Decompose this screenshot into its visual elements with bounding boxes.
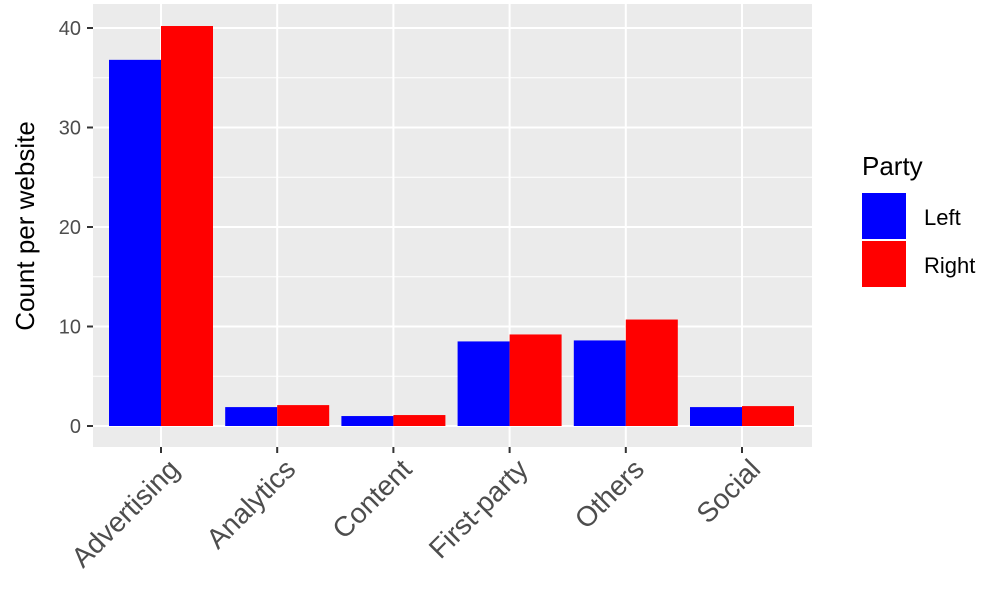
y-tick-label: 0 [70, 416, 81, 438]
bar-left-content [341, 416, 394, 426]
legend-key-right [862, 241, 906, 287]
x-tick-label: Content [326, 453, 417, 544]
y-axis: 0 10 20 30 40 [59, 18, 93, 438]
legend: Party Left Right [862, 151, 975, 287]
x-tick-label: Social [690, 453, 766, 529]
legend-label-right: Right [924, 253, 975, 278]
x-axis: Advertising Analytics Content First-party Ot… [65, 447, 766, 573]
bar-left-others [573, 340, 626, 426]
legend-label-left: Left [924, 205, 961, 230]
bar-right-social [742, 406, 794, 426]
bar-left-analytics [225, 407, 278, 426]
bar-right-advertising [161, 26, 213, 426]
x-tick-label: Analytics [200, 453, 301, 554]
bar-right-content [393, 415, 446, 426]
bars [109, 26, 794, 427]
y-tick-label: 30 [59, 118, 81, 140]
bar-left-first-party [457, 341, 510, 426]
y-tick-label: 10 [59, 317, 81, 339]
x-tick-label: Advertising [65, 453, 185, 573]
bar-right-others [625, 319, 678, 426]
bar-left-advertising [109, 59, 161, 427]
y-tick-label: 40 [59, 18, 81, 40]
y-tick-label: 20 [59, 217, 81, 239]
legend-title: Party [862, 151, 923, 181]
y-axis-title: Count per website [10, 121, 40, 331]
legend-key-left [862, 193, 906, 239]
bar-right-analytics [277, 405, 330, 426]
x-tick-label: Others [569, 453, 650, 534]
bar-right-first-party [509, 334, 562, 426]
x-tick-label: First-party [423, 453, 534, 564]
bar-left-social [690, 407, 742, 426]
